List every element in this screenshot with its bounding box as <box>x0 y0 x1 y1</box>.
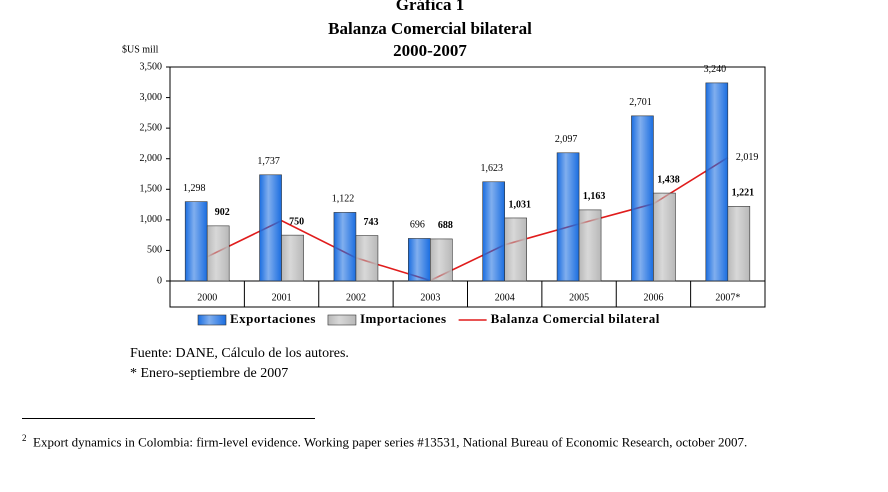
legend-swatch <box>197 314 227 326</box>
bar <box>631 115 654 282</box>
source-note: Fuente: DANE, Cálculo de los autores. <box>130 346 349 361</box>
legend-swatch <box>327 314 357 326</box>
y-tick-label: 1,500 <box>140 184 163 195</box>
legend-label: Exportaciones <box>230 311 316 326</box>
chart-title: Gráfica 1 <box>396 0 464 14</box>
bar <box>578 209 602 282</box>
value-label: 1,737 <box>257 156 280 167</box>
x-tick-label: 2006 <box>643 292 663 303</box>
y-tick-label: 3,000 <box>140 92 163 103</box>
bar <box>333 212 357 282</box>
value-label: 1,623 <box>480 163 503 174</box>
y-tick-label: 0 <box>157 275 162 286</box>
y-axis-label: $US mill <box>122 44 159 55</box>
period-note: * Enero-septiembre de 2007 <box>130 366 289 381</box>
value-label: 1,221 <box>732 188 755 199</box>
value-label: 1,031 <box>508 199 531 210</box>
value-label: 1,163 <box>583 191 606 202</box>
bar <box>408 238 431 282</box>
bar <box>482 181 505 282</box>
y-tick-label: 1,000 <box>140 214 163 225</box>
bar <box>705 82 729 282</box>
x-tick-label: 2005 <box>569 292 589 303</box>
value-label: 1,298 <box>183 183 206 194</box>
x-tick-label: 2002 <box>346 292 366 303</box>
bar <box>184 201 208 282</box>
footnote-text: Export dynamics in Colombia: firm-level … <box>33 434 748 450</box>
value-label: 750 <box>289 216 304 227</box>
value-label: 902 <box>215 207 230 218</box>
value-label: 696 <box>410 220 425 231</box>
bar <box>430 238 453 282</box>
chart-period: 2000-2007 <box>393 41 467 60</box>
y-tick-label: 500 <box>147 245 162 256</box>
bar <box>653 192 676 282</box>
value-label: 3,240 <box>704 64 727 75</box>
x-tick-label: 2004 <box>495 292 515 303</box>
x-tick-label: 2003 <box>420 292 440 303</box>
bar <box>355 235 379 282</box>
y-tick-label: 2,000 <box>140 153 163 164</box>
footnote: 2 Export dynamics in Colombia: firm-leve… <box>22 428 867 452</box>
bar <box>556 152 580 282</box>
bar <box>281 234 304 282</box>
x-tick-label: 2001 <box>272 292 292 303</box>
x-tick-label: 2007* <box>715 292 740 303</box>
value-label: 2,019 <box>736 152 759 163</box>
value-label: 1,438 <box>657 174 680 185</box>
value-label: 688 <box>438 220 453 231</box>
footnote-rule <box>22 418 315 419</box>
bar <box>206 225 230 282</box>
footnote-mark: 2 <box>22 433 27 443</box>
y-tick-label: 3,500 <box>140 61 163 72</box>
value-label: 743 <box>363 217 378 228</box>
value-label: 1,122 <box>332 194 355 205</box>
legend-label: Balanza Comercial bilateral <box>491 311 660 326</box>
value-label: 2,701 <box>629 97 652 108</box>
chart-subtitle: Balanza Comercial bilateral <box>328 19 532 38</box>
bar <box>259 174 282 282</box>
value-label: 2,097 <box>555 134 578 145</box>
legend-label: Importaciones <box>360 311 447 326</box>
x-tick-label: 2000 <box>197 292 217 303</box>
y-tick-label: 2,500 <box>140 122 163 133</box>
bar <box>504 217 527 282</box>
bar <box>727 206 751 282</box>
